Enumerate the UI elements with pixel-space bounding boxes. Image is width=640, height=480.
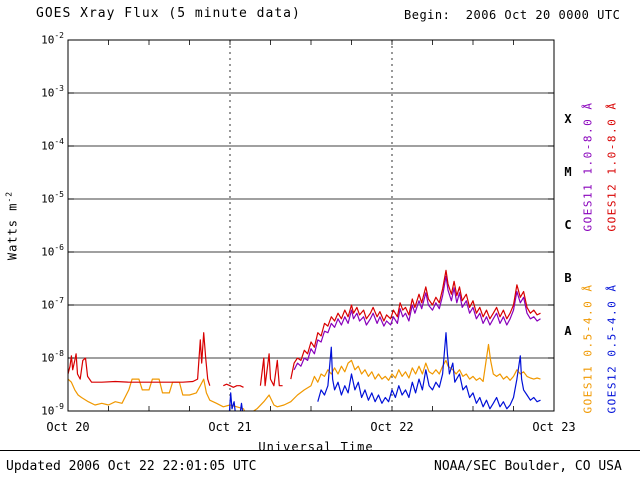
updated-timestamp: Updated 2006 Oct 22 22:01:05 UTC (6, 459, 257, 474)
chart-title: GOES Xray Flux (5 minute data) (36, 6, 301, 21)
series-goes12-long (68, 332, 211, 386)
series-goes11-long (293, 275, 541, 371)
legend-label-3: GOES12 0.5-4.0 Å (605, 283, 619, 414)
y-tick-label: 10-6 (41, 243, 64, 259)
flare-class-b: B (564, 271, 572, 285)
legend-label-2: GOES11 0.5-4.0 Å (581, 283, 595, 414)
y-tick-label: 10-9 (41, 402, 64, 418)
legend-label-1: GOES12 1.0-8.0 Å (605, 101, 619, 232)
y-tick-label: 10-8 (41, 349, 64, 365)
series-goes12-short (239, 402, 244, 411)
x-tick-label: Oct 22 (370, 420, 414, 434)
legend-label-0: GOES11 1.0-8.0 Å (581, 101, 595, 232)
y-axis-label-text: Watts m (5, 202, 20, 261)
series-goes11-short (68, 343, 541, 411)
begin-timestamp: Begin: 2006 Oct 20 0000 UTC (404, 8, 621, 22)
flare-class-c: C (564, 218, 572, 232)
y-tick-label: 10-3 (41, 84, 64, 100)
y-tick-label: 10-7 (41, 296, 64, 312)
y-axis-label-exponent: -2 (4, 190, 14, 203)
footer: Updated 2006 Oct 22 22:01:05 UTC NOAA/SE… (0, 450, 640, 480)
series-goes12-long (259, 353, 283, 387)
flare-class-x: X (564, 112, 572, 126)
x-tick-label: Oct 20 (46, 420, 90, 434)
plot-border (67, 39, 555, 412)
flare-class-a: A (564, 324, 572, 338)
series-goes12-short (228, 392, 236, 411)
y-tick-label: 10-2 (41, 31, 64, 47)
source-credit: NOAA/SEC Boulder, CO USA (434, 459, 622, 474)
series-goes12-short (317, 332, 541, 410)
flare-class-m: M (564, 165, 572, 179)
series-goes12-long (223, 383, 244, 388)
y-tick-label: 10-4 (41, 137, 64, 153)
x-tick-label: Oct 23 (532, 420, 576, 434)
series-goes12-long (290, 269, 541, 380)
x-tick-label: Oct 21 (208, 420, 252, 434)
y-tick-label: 10-5 (41, 190, 64, 206)
y-axis-label: Watts m-2 (5, 126, 20, 326)
